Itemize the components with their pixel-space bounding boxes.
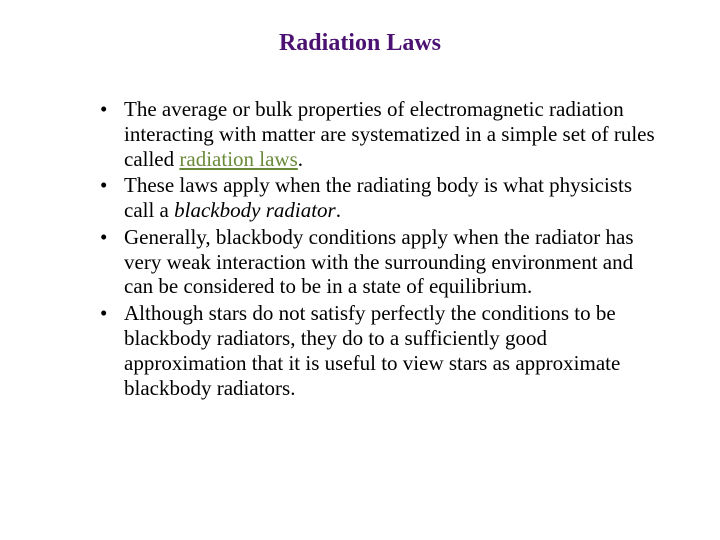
- slide-content: The average or bulk properties of electr…: [60, 97, 660, 400]
- list-item: Although stars do not satisfy perfectly …: [100, 301, 660, 400]
- bullet-list: The average or bulk properties of electr…: [100, 97, 660, 400]
- slide: Radiation Laws The average or bulk prope…: [0, 0, 720, 540]
- bullet-text: Although stars do not satisfy perfectly …: [124, 301, 620, 399]
- italic-term: blackbody radiator: [174, 198, 336, 222]
- bullet-text: Generally, blackbody conditions apply wh…: [124, 225, 634, 299]
- term-link[interactable]: radiation laws: [179, 147, 297, 171]
- bullet-text-post: .: [336, 198, 341, 222]
- list-item: The average or bulk properties of electr…: [100, 97, 660, 171]
- bullet-text-post: .: [298, 147, 303, 171]
- slide-title: Radiation Laws: [60, 30, 660, 57]
- list-item: These laws apply when the radiating body…: [100, 173, 660, 223]
- list-item: Generally, blackbody conditions apply wh…: [100, 225, 660, 299]
